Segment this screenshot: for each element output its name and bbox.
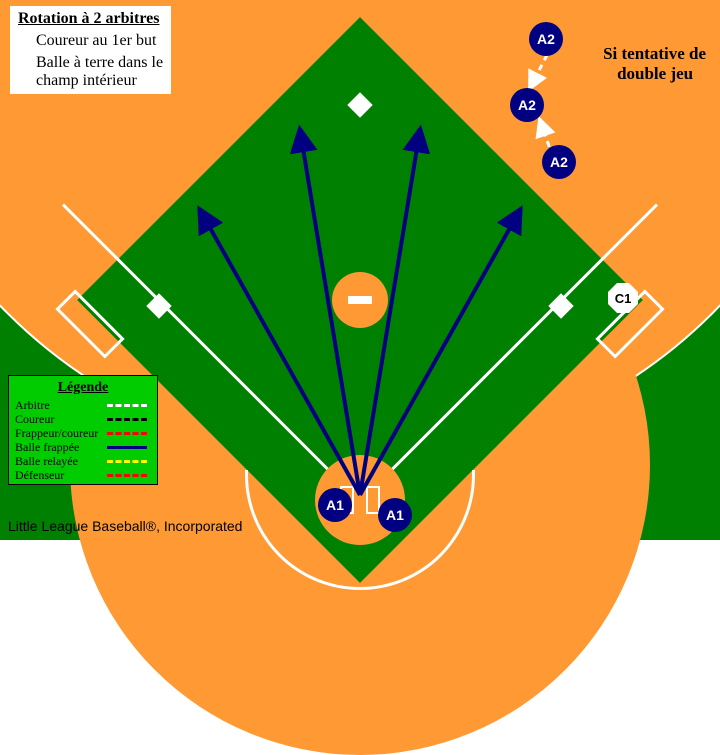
umpire-a1-left: A1	[318, 488, 352, 522]
footer-text: Little League Baseball®, Incorporated	[8, 518, 242, 534]
ondeck-circle-right	[545, 425, 595, 475]
legend-row-balle-frappee: Balle frappée	[15, 440, 151, 454]
note-right: Si tentative de double jeu	[603, 44, 706, 83]
legend-box: Légende Arbitre Coureur Frappeur/coureur…	[8, 375, 158, 485]
note-line2: double jeu	[603, 64, 706, 84]
legend-row-balle-relayee: Balle relayée	[15, 454, 151, 468]
pitchers-rubber	[348, 296, 372, 304]
umpire-a2-mid: A2	[510, 88, 544, 122]
umpire-a2-inner: A2	[542, 145, 576, 179]
legend-row-coureur: Coureur	[15, 412, 151, 426]
title-line1: Coureur au 1er but	[18, 32, 163, 50]
title-line2: Balle à terre dans le	[18, 54, 163, 72]
umpire-a1-right: A1	[378, 498, 412, 532]
umpire-a2-top: A2	[529, 22, 563, 56]
legend-title: Légende	[15, 380, 151, 396]
legend-row-frappeur: Frappeur/coureur	[15, 426, 151, 440]
title-line3: champ intérieur	[18, 72, 163, 90]
title-heading: Rotation à 2 arbitres	[18, 10, 163, 28]
field-container: Rotation à 2 arbitres Coureur au 1er but…	[0, 0, 720, 540]
title-box: Rotation à 2 arbitres Coureur au 1er but…	[10, 6, 171, 94]
legend-row-defenseur: Défenseur	[15, 468, 151, 482]
note-line1: Si tentative de	[603, 44, 706, 64]
coach-c1: C1	[608, 283, 638, 313]
legend-row-arbitre: Arbitre	[15, 398, 151, 412]
